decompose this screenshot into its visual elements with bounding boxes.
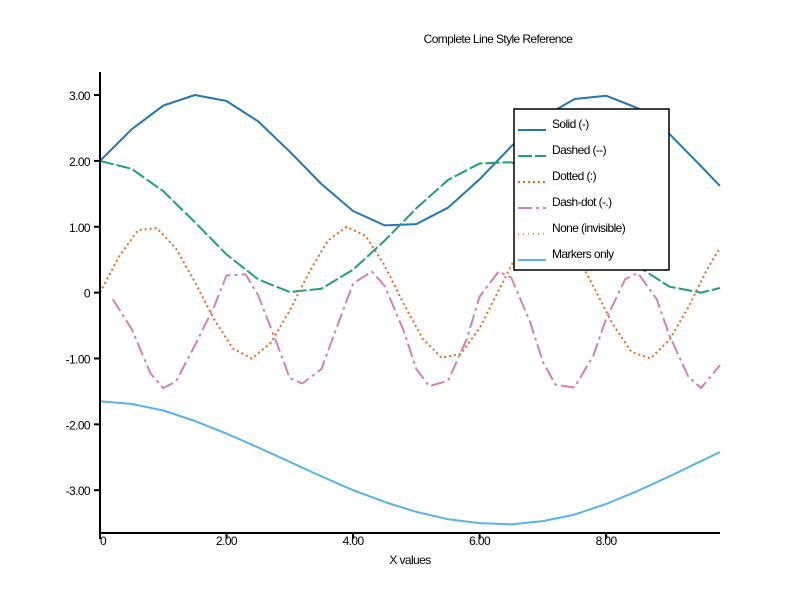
y-tick-label: 2.00 bbox=[69, 155, 91, 169]
axes-layer bbox=[99, 72, 720, 534]
legend-label: Dash-dot (-.) bbox=[552, 195, 612, 209]
legend-label: Markers only bbox=[552, 247, 614, 261]
x-tick-label: 2.00 bbox=[216, 534, 238, 548]
x-axis-label: X values bbox=[389, 553, 431, 567]
series-line-5 bbox=[99, 400, 721, 526]
y-tick-label: 0 bbox=[84, 287, 91, 301]
legend-label: Dotted (:) bbox=[552, 169, 597, 183]
x-tick-label: 8.00 bbox=[596, 534, 618, 548]
x-tick-label: 4.00 bbox=[343, 534, 365, 548]
series-line-2 bbox=[99, 225, 721, 360]
y-tick-label: 1.00 bbox=[69, 221, 91, 235]
y-tick-label: -2.00 bbox=[66, 418, 91, 432]
y-tick-label: -1.00 bbox=[66, 352, 91, 366]
legend-label: Dashed (--) bbox=[552, 143, 607, 157]
legend-box bbox=[513, 108, 670, 271]
x-ticks: 0 2.00 4.00 6.00 8.00 bbox=[99, 533, 618, 548]
chart-title: Complete Line Style Reference bbox=[424, 32, 574, 46]
y-ticks: 3.00 2.00 1.00 0 -1.00 -2.00 -3.00 bbox=[66, 89, 100, 498]
series-line-3 bbox=[111, 270, 721, 390]
x-tick-label: 6.00 bbox=[469, 534, 491, 548]
series-line-0 bbox=[99, 94, 721, 227]
x-tick-label: 0 bbox=[100, 534, 107, 548]
legend-label: None (invisible) bbox=[552, 221, 626, 235]
legend-items: Solid (-) Dashed (--) Dotted (:) Dash-dot (… bbox=[518, 117, 626, 261]
y-tick-label: 3.00 bbox=[69, 89, 91, 103]
legend-label: Solid (-) bbox=[552, 117, 589, 131]
legend: Solid (-) Dashed (--) Dotted (:) Dash-dot (… bbox=[513, 108, 670, 271]
y-tick-label: -3.00 bbox=[66, 484, 91, 498]
